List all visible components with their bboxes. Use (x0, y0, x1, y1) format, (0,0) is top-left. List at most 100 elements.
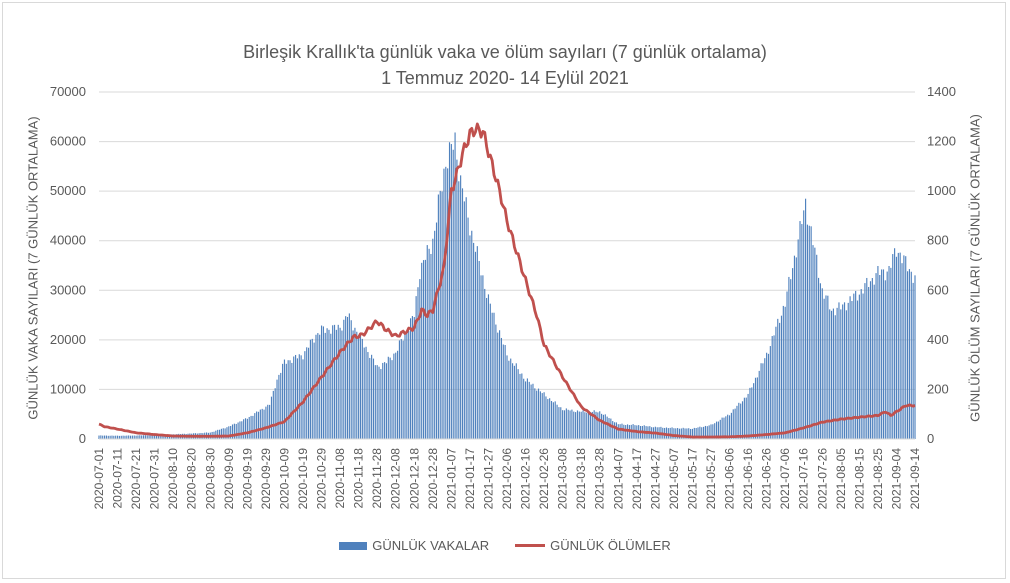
bar-cases (612, 421, 614, 439)
bar-cases (439, 190, 441, 439)
bar-cases (333, 324, 336, 439)
bar-cases (756, 377, 758, 439)
bar-cases (434, 230, 436, 439)
bar-cases (515, 363, 517, 439)
bar-cases (732, 409, 734, 439)
bar-cases (304, 351, 306, 439)
x-tick-label: 2021-04-07 (611, 448, 625, 510)
bar-cases (159, 434, 161, 439)
bar-cases (543, 392, 545, 439)
y-tick-label-left: 50000 (50, 183, 86, 198)
x-tick-label: 2021-06-06 (723, 448, 737, 510)
bar-cases (882, 269, 885, 439)
bar-cases (328, 329, 330, 439)
bar-cases (703, 426, 705, 439)
x-tick-label: 2020-07-21 (129, 448, 143, 510)
bar-cases (604, 414, 606, 439)
bar-cases (677, 428, 679, 439)
bar-cases (422, 260, 425, 439)
bar-cases (823, 298, 825, 439)
bar-cases (510, 358, 512, 439)
bar-cases (829, 309, 831, 439)
bar-cases (621, 423, 623, 439)
bar-cases (141, 435, 143, 439)
bar-cases (491, 312, 493, 439)
bar-cases (482, 275, 484, 439)
bar-cases (838, 302, 840, 439)
bar-cases (254, 413, 256, 439)
bar-cases (558, 407, 560, 439)
bar-cases (361, 338, 363, 439)
x-tick-label: 2020-08-10 (166, 448, 180, 510)
x-tick-label: 2021-04-27 (648, 448, 662, 510)
bar-cases (400, 339, 402, 439)
bar-cases (139, 435, 141, 439)
bar-cases (513, 365, 515, 439)
x-tick-label: 2021-07-26 (815, 448, 829, 510)
bar-cases (767, 353, 770, 439)
bar-cases (680, 428, 682, 439)
x-tick-label: 2021-06-26 (760, 448, 774, 510)
bar-cases (419, 279, 421, 439)
bar-cases (782, 305, 784, 439)
bar-cases (398, 340, 401, 439)
bar-cases (122, 435, 124, 439)
bar-cases (129, 435, 132, 439)
bar-cases (250, 415, 252, 439)
bar-cases (877, 266, 879, 439)
bar-cases (346, 316, 349, 439)
bar-cases (343, 319, 345, 439)
bar-cases (717, 421, 719, 439)
legend-label-cases: GÜNLÜK VAKALAR (372, 538, 490, 553)
bar-cases (899, 252, 901, 439)
x-tick-label: 2021-02-06 (500, 448, 514, 510)
bar-cases (261, 408, 263, 439)
bar-cases (779, 322, 781, 439)
bar-cases (562, 410, 564, 439)
x-tick-label: 2020-09-09 (222, 448, 236, 510)
bar-cases (552, 402, 554, 439)
bar-cases (461, 188, 464, 439)
bar-cases (265, 406, 267, 439)
y-tick-label-right: 400 (927, 332, 949, 347)
bar-cases (894, 248, 896, 439)
bar-cases (741, 401, 744, 439)
bar-cases (777, 318, 779, 439)
bar-cases (847, 302, 849, 439)
bar-cases (217, 429, 219, 439)
bar-cases (613, 422, 616, 439)
x-tick-label: 2021-05-07 (667, 448, 681, 510)
bar-cases (873, 284, 875, 439)
bar-cases (727, 414, 729, 439)
bar-cases (450, 144, 452, 439)
bar-cases (428, 248, 430, 439)
y-tick-label-right: 1200 (927, 134, 956, 149)
bar-cases (426, 245, 428, 439)
bar-cases (421, 262, 423, 439)
bar-cases (113, 435, 115, 439)
bar-cases (706, 426, 708, 439)
legend-swatch-cases (339, 541, 368, 550)
x-tick-label: 2020-11-28 (370, 448, 384, 509)
bar-cases (584, 412, 586, 439)
bar-cases (146, 435, 148, 439)
bar-cases (137, 435, 139, 439)
bar-cases (350, 320, 352, 439)
x-tick-label: 2021-08-15 (852, 448, 866, 510)
bar-cases (541, 393, 543, 439)
bar-cases (832, 308, 834, 439)
x-tick-label: 2021-08-05 (834, 448, 848, 510)
bar-cases (417, 287, 419, 439)
bar-cases (808, 225, 810, 439)
bar-cases (701, 427, 703, 439)
bar-cases (554, 401, 556, 439)
bar-cases (504, 345, 506, 439)
legend-label-deaths: GÜNLÜK ÖLÜMLER (550, 538, 671, 553)
bar-cases (816, 254, 818, 439)
bar-cases (708, 425, 710, 439)
bar-cases (330, 333, 332, 439)
bar-cases (133, 435, 135, 439)
bar-cases (528, 381, 530, 439)
bar-cases (126, 435, 128, 439)
chart-title: Birleşik Krallık'ta günlük vaka ve ölüm … (243, 42, 767, 62)
